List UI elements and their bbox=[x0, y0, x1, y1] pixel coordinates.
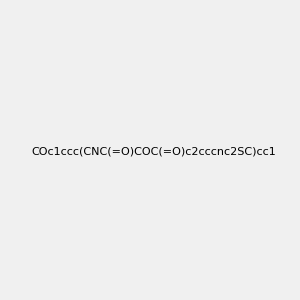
Text: COc1ccc(CNC(=O)COC(=O)c2cccnc2SC)cc1: COc1ccc(CNC(=O)COC(=O)c2cccnc2SC)cc1 bbox=[32, 146, 276, 157]
